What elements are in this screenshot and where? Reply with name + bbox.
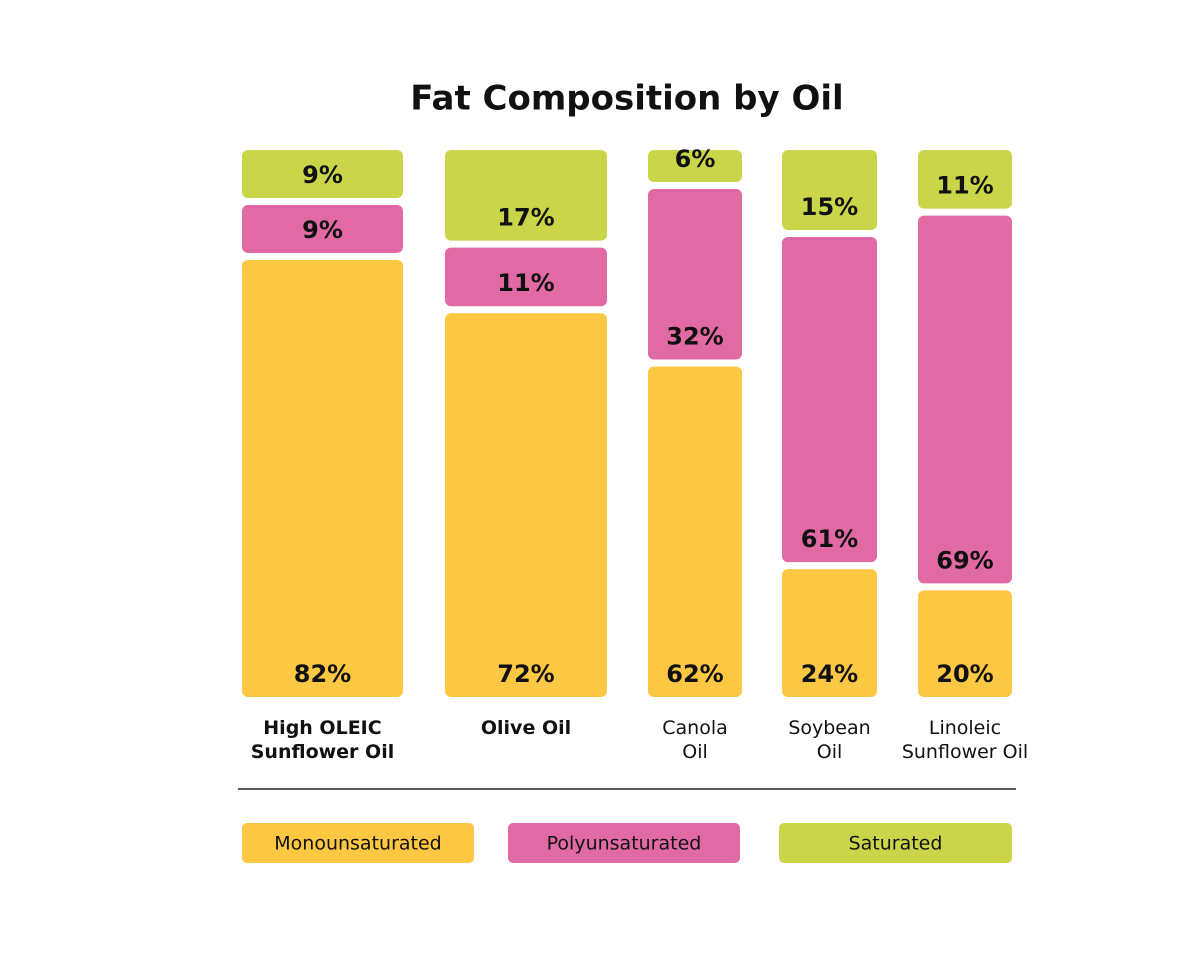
value-label: 6% — [675, 145, 716, 173]
value-label: 72% — [497, 660, 554, 688]
category-label: Soybean Oil — [788, 717, 871, 763]
value-label: 11% — [936, 172, 993, 200]
bar-segment — [242, 204, 403, 253]
value-label: 24% — [801, 660, 858, 688]
value-label: 61% — [801, 525, 858, 553]
value-label: 9% — [302, 216, 343, 244]
legend-label: Saturated — [849, 833, 943, 855]
category-label: Canola Oil — [662, 717, 728, 763]
value-label: 82% — [294, 660, 351, 688]
bar-segment — [918, 215, 1012, 584]
chart-title: Fat Composition by Oil — [410, 79, 843, 119]
bar-segment — [242, 259, 403, 697]
category-label: Linoleic Sunflower Oil — [901, 717, 1029, 763]
category-label: High OLEIC Sunflower Oil — [250, 717, 395, 763]
legend-label: Monounsaturated — [274, 833, 441, 855]
legend-swatch — [242, 823, 474, 863]
bar-segment — [242, 150, 403, 198]
value-label: 9% — [302, 161, 343, 189]
bar-segment — [648, 366, 742, 697]
bar-segment — [648, 188, 742, 360]
value-label: 15% — [801, 193, 858, 221]
value-label: 69% — [936, 546, 993, 574]
value-label: 32% — [666, 323, 723, 351]
value-label: 20% — [936, 660, 993, 688]
bar-segment — [648, 150, 742, 182]
legend-label: Polyunsaturated — [547, 833, 702, 855]
bar-segment — [918, 590, 1012, 697]
category-label: Olive Oil — [480, 717, 572, 739]
legend-swatch — [779, 823, 1012, 863]
value-label: 17% — [497, 204, 554, 232]
value-label: 11% — [497, 269, 554, 297]
bar-segment — [445, 247, 607, 307]
bar-segment — [918, 150, 1012, 209]
bar-segment — [445, 313, 607, 697]
value-label: 62% — [666, 660, 723, 688]
legend-swatch — [508, 823, 740, 863]
bar-segment — [782, 150, 877, 230]
bar-segment — [782, 569, 877, 697]
bar-segment — [445, 150, 607, 241]
bar-segment — [782, 236, 877, 563]
